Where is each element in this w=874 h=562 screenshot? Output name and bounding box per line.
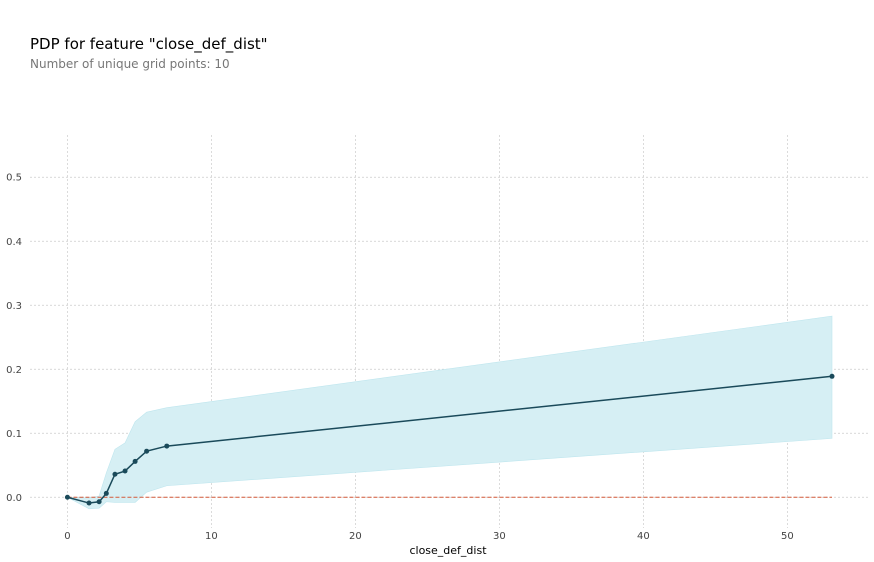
x-tick-label-1: 10 <box>205 531 218 542</box>
x-tick-label-5: 50 <box>781 531 794 542</box>
pdp-point-3 <box>103 490 109 496</box>
y-tick-label-1: 0.1 <box>6 429 22 440</box>
pdp-point-9 <box>829 373 835 379</box>
x-tick-label-3: 30 <box>493 531 506 542</box>
pdp-point-4 <box>112 471 118 477</box>
pdp-point-8 <box>164 443 170 449</box>
pdp-point-5 <box>122 468 128 474</box>
chart-subtitle: Number of unique grid points: 10 <box>30 57 230 71</box>
x-tick-labels: 0 10 20 30 40 50 <box>64 531 793 542</box>
confidence-band <box>67 315 833 510</box>
chart-title: PDP for feature "close_def_dist" <box>30 35 268 53</box>
pdp-points-layer <box>64 373 835 506</box>
grid-layer <box>30 135 868 528</box>
pdp-point-2 <box>96 499 102 505</box>
pdp-point-7 <box>144 448 150 454</box>
pdp-line <box>67 375 833 504</box>
pdp-line-layer <box>67 375 833 504</box>
x-axis-label: close_def_dist <box>409 544 487 557</box>
y-tick-label-4: 0.4 <box>6 237 22 248</box>
y-tick-label-5: 0.5 <box>6 173 22 184</box>
y-tick-label-3: 0.3 <box>6 301 22 312</box>
pdp-point-6 <box>132 458 138 464</box>
pdp-point-1 <box>86 500 92 506</box>
x-tick-label-0: 0 <box>64 531 70 542</box>
y-tick-label-2: 0.2 <box>6 365 22 376</box>
pdp-point-0 <box>64 494 70 500</box>
x-tick-label-2: 20 <box>349 531 362 542</box>
confidence-band-layer <box>67 315 833 510</box>
y-tick-label-0: 0.0 <box>6 493 22 504</box>
x-tick-label-4: 40 <box>637 531 650 542</box>
y-tick-labels: 0.0 0.1 0.2 0.3 0.4 0.5 <box>6 173 22 504</box>
